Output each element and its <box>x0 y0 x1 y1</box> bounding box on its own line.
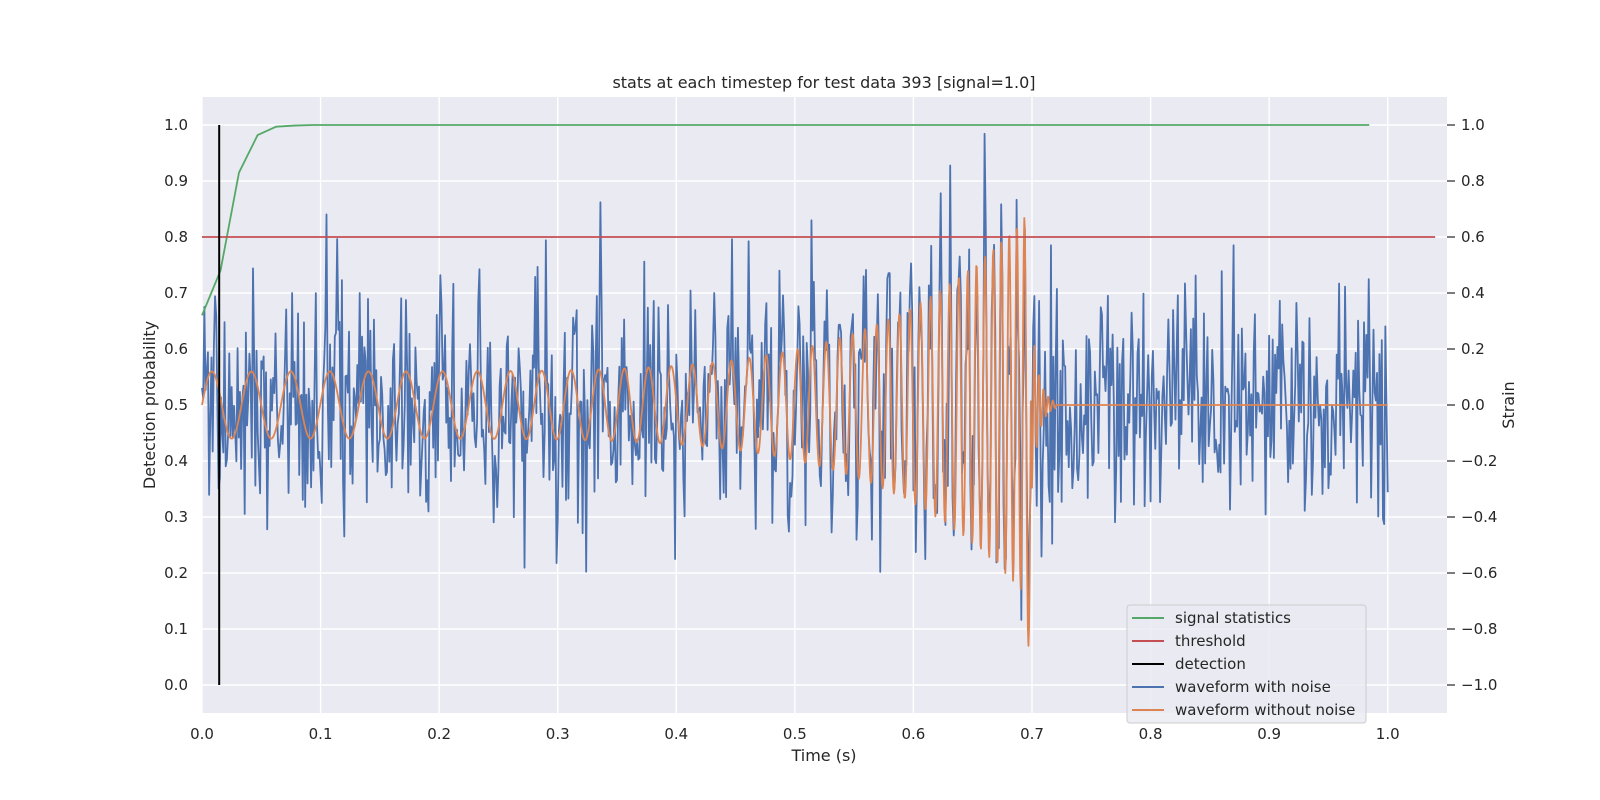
series-line-waveform-with-noise <box>201 132 1389 621</box>
y-right-tick-label: 0.8 <box>1461 172 1485 190</box>
x-tick-label: 0.0 <box>190 725 214 743</box>
y-axis-left-title: Detection probability <box>140 321 159 489</box>
y-left-tick-label: 0.7 <box>164 284 188 302</box>
series-layer <box>201 124 1436 685</box>
y-left-tick-label: 0.9 <box>164 172 188 190</box>
y-left-tick-label: 0.1 <box>164 620 188 638</box>
legend-box <box>1126 604 1367 724</box>
ticks: 0.0 0.1 0.2 0.3 0.4 0.5 0.6 0.7 0.8 0.9 1.0 0.0 0.1 0… <box>164 116 1497 743</box>
y-right-tick-label: −0.8 <box>1461 620 1497 638</box>
legend-label-detection: detection <box>1175 655 1246 673</box>
y-right-tick-label: 0.2 <box>1461 340 1485 358</box>
y-left-tick-label: 0.6 <box>164 340 188 358</box>
x-tick-label: 0.4 <box>664 725 688 743</box>
y-right-tick-label: −0.6 <box>1461 564 1497 582</box>
x-tick-label: 0.8 <box>1139 725 1163 743</box>
chart-title: stats at each timestep for test data 393… <box>612 73 1035 92</box>
legend-label-waveform-without-noise: waveform without noise <box>1175 701 1355 719</box>
y-left-tick-label: 0.5 <box>164 396 188 414</box>
x-axis-title: Time (s) <box>790 746 856 765</box>
x-tick-label: 0.1 <box>309 725 333 743</box>
y-left-tick-label: 0.8 <box>164 228 188 246</box>
y-left-tick-label: 0.4 <box>164 452 188 470</box>
y-left-tick-label: 0.2 <box>164 564 188 582</box>
legend-label-waveform-with-noise: waveform with noise <box>1175 678 1331 696</box>
y-right-tick-label: −0.2 <box>1461 452 1497 470</box>
y-right-tick-label: 0.6 <box>1461 228 1485 246</box>
y-right-tick-label: 0.0 <box>1461 396 1485 414</box>
y-right-tick-label: −1.0 <box>1461 676 1497 694</box>
x-tick-label: 0.2 <box>427 725 451 743</box>
series-line-waveform-without-noise <box>201 217 1389 647</box>
x-tick-label: 0.9 <box>1257 725 1281 743</box>
x-tick-label: 0.7 <box>1020 725 1044 743</box>
x-tick-label: 1.0 <box>1376 725 1400 743</box>
y-left-tick-label: 0.0 <box>164 676 188 694</box>
legend-label-threshold: threshold <box>1175 632 1246 650</box>
legend: signal statistics threshold detection wa… <box>1126 604 1367 724</box>
y-right-tick-label: −0.4 <box>1461 508 1497 526</box>
series-line-signal-statistics <box>201 124 1370 316</box>
x-tick-label: 0.6 <box>901 725 925 743</box>
y-left-tick-label: 1.0 <box>164 116 188 134</box>
y-axis-right-title: Strain <box>1499 381 1518 428</box>
x-tick-label: 0.5 <box>783 725 807 743</box>
y-right-tick-label: 0.4 <box>1461 284 1485 302</box>
x-tick-label: 0.3 <box>546 725 570 743</box>
legend-label-signal-statistics: signal statistics <box>1175 609 1291 627</box>
y-left-tick-label: 0.3 <box>164 508 188 526</box>
y-right-tick-label: 1.0 <box>1461 116 1485 134</box>
